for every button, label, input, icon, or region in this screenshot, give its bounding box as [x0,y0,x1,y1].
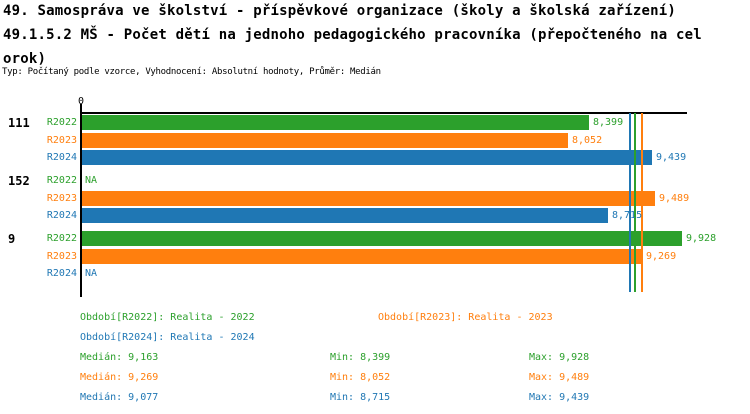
report-title-line3: orok) [3,51,47,67]
report-title-line1: 49. Samospráva ve školství - příspěvkové… [3,3,677,19]
legend-median-r2024: Medián: 9,077 [80,392,159,403]
value-axis-zero-label: 0 [77,96,85,107]
median-line-R2024 [629,113,631,292]
legend-max-r2023: Max: 9,489 [529,372,590,383]
group-label-9: 9 [8,232,16,246]
row-label-R2024: R2024 [46,268,77,279]
value-axis-tick [80,104,82,112]
group-label-152: 152 [8,174,30,188]
legend-period-r2023: Období[R2023]: Realita - 2023 [378,312,553,323]
legend-min-r2024: Min: 8,715 [330,392,391,403]
row-label-R2023: R2023 [46,251,77,262]
legend-min-r2022: Min: 8,399 [330,352,391,363]
bar-9-R2023 [82,249,642,264]
bar-value-label: 9,928 [686,233,717,244]
row-label-R2024: R2024 [46,210,77,221]
bar-value-label: 9,489 [659,193,690,204]
legend-period-r2024: Období[R2024]: Realita - 2024 [80,332,255,343]
legend-median-r2023: Medián: 9,269 [80,372,159,383]
row-label-R2023: R2023 [46,193,77,204]
category-axis-line [80,112,82,297]
row-label-R2022: R2022 [46,233,77,244]
report-title-line2: 49.1.5.2 MŠ - Počet dětí na jednoho peda… [3,27,702,43]
median-line-R2023 [641,113,643,292]
group-label-111: 111 [8,116,30,130]
bar-111-R2024 [82,150,652,165]
bar-9-R2022 [82,231,682,246]
row-label-R2022: R2022 [46,175,77,186]
legend-max-r2024: Max: 9,439 [529,392,590,403]
na-label: NA [85,268,98,279]
legend-min-r2023: Min: 8,052 [330,372,391,383]
row-label-R2024: R2024 [46,152,77,163]
bar-111-R2023 [82,133,568,148]
bar-value-label: 8,399 [593,117,624,128]
median-line-R2022 [634,113,636,292]
bar-value-label: 8,715 [612,210,643,221]
bar-152-R2023 [82,191,655,206]
bar-value-label: 9,269 [646,251,677,262]
na-label: NA [85,175,98,186]
bar-value-label: 8,052 [572,135,603,146]
legend-median-r2022: Medián: 9,163 [80,352,159,363]
legend-max-r2022: Max: 9,928 [529,352,590,363]
legend-period-r2022: Období[R2022]: Realita - 2022 [80,312,255,323]
bar-152-R2024 [82,208,608,223]
row-label-R2023: R2023 [46,135,77,146]
row-label-R2022: R2022 [46,117,77,128]
report-meta-line: Typ: Počítaný podle vzorce, Vyhodnocení:… [2,67,381,77]
bar-111-R2022 [82,115,589,130]
bar-value-label: 9,439 [656,152,687,163]
value-axis-line [80,112,687,114]
